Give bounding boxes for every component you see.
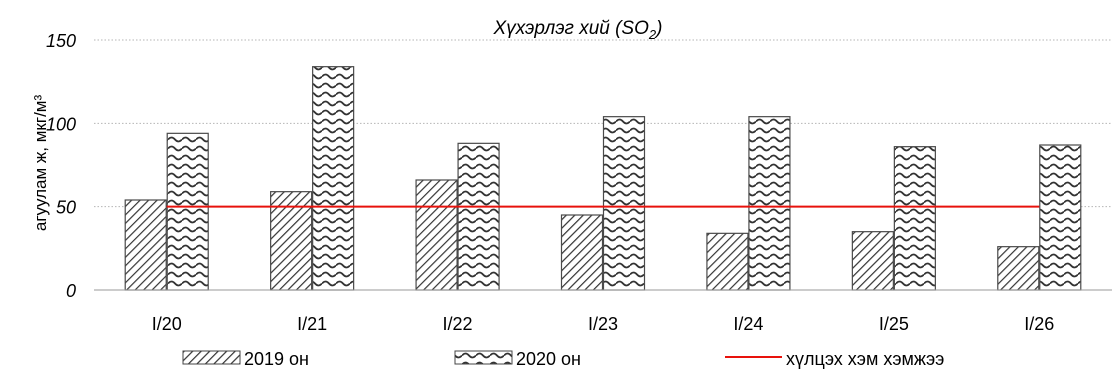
legend-label-2019: 2019 он — [244, 349, 309, 369]
bar-2019-I-24 — [706, 232, 749, 291]
bar-2020-I-25 — [893, 146, 936, 291]
y-tick-labels: 0 50 100 150 — [46, 31, 76, 301]
bar-2019-I-21 — [270, 191, 313, 291]
bar-2019-I-26 — [997, 246, 1040, 291]
x-tick-label: I/24 — [733, 314, 763, 334]
bar-2020-I-21 — [312, 66, 355, 291]
x-tick-labels: I/20 I/21 I/22 I/23 I/24 I/25 I/26 — [152, 314, 1055, 334]
y-tick-label: 100 — [46, 114, 76, 134]
bar-2020-I-26 — [1039, 144, 1082, 291]
chart-title-main: Хүхэрлэг хий (SO — [493, 18, 650, 39]
legend-label-2020: 2020 он — [516, 349, 581, 369]
bar-2020-I-23 — [602, 116, 646, 291]
x-tick-label: I/22 — [443, 314, 473, 334]
legend-swatch-2020 — [454, 350, 513, 365]
x-tick-label: I/21 — [297, 314, 327, 334]
bars — [124, 66, 1082, 291]
bar-2020-I-22 — [457, 142, 500, 291]
bar-2019-I-22 — [415, 179, 458, 291]
chart-title: Хүхэрлэг хий (SO2) — [493, 18, 663, 42]
bar-2020-I-24 — [748, 116, 791, 291]
legend-label-threshold: хүлцэх хэм хэмжээ — [786, 349, 944, 369]
bar-2019-I-20 — [124, 199, 167, 291]
bar-2020-I-20 — [166, 132, 209, 291]
legend: 2019 он 2020 он хүлцэх хэм хэмжээ — [182, 349, 944, 369]
bar-2019-I-23 — [560, 214, 604, 291]
y-axis-label: агуулам ж, мкг/м³ — [31, 95, 50, 232]
bar-2019-I-25 — [851, 231, 894, 291]
y-tick-label: 150 — [46, 31, 76, 51]
x-tick-label: I/20 — [152, 314, 182, 334]
x-tick-label: I/25 — [879, 314, 909, 334]
legend-swatch-2019 — [182, 350, 241, 365]
chart-title-subscript: 2 — [648, 27, 657, 42]
y-tick-label: 50 — [56, 198, 76, 218]
y-tick-label: 0 — [66, 281, 76, 301]
x-tick-label: I/26 — [1024, 314, 1054, 334]
x-tick-label: I/23 — [588, 314, 618, 334]
chart-title-end: ) — [654, 18, 662, 39]
